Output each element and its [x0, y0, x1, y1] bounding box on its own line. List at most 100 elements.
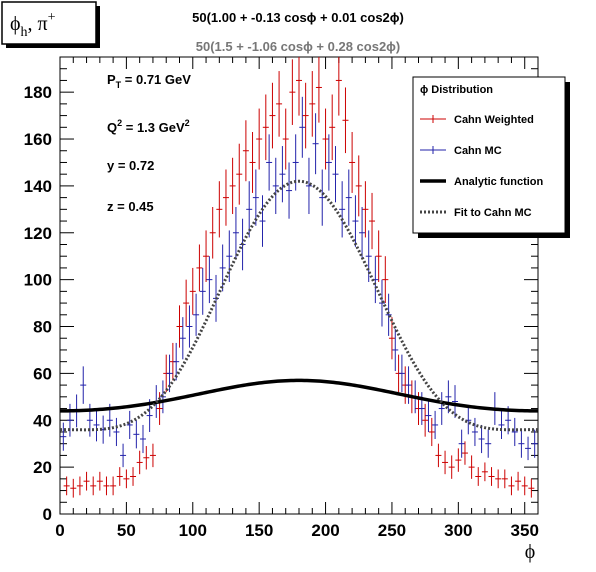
annotation-pt: PT = 0.71 GeV — [107, 72, 191, 90]
point-cahn-weighted — [269, 82, 276, 149]
point-cahn-weighted — [375, 230, 382, 282]
point-cahn-weighted — [501, 469, 508, 489]
point-cahn-mc — [425, 399, 432, 432]
point-cahn-mc — [478, 424, 485, 454]
point-cahn-mc — [173, 342, 180, 381]
point-cahn-weighted — [149, 443, 156, 468]
point-cahn-weighted — [203, 230, 210, 282]
x-tick-label: 100 — [179, 521, 207, 540]
point-cahn-mc — [305, 157, 312, 215]
point-cahn-mc — [133, 420, 140, 449]
point-cahn-mc — [398, 354, 405, 393]
point-cahn-mc — [186, 305, 193, 348]
point-cahn-weighted — [130, 467, 137, 486]
point-cahn-weighted — [110, 476, 117, 496]
point-cahn-mc — [312, 113, 319, 175]
point-cahn-mc — [471, 417, 478, 447]
point-cahn-mc — [193, 293, 200, 336]
point-cahn-mc — [299, 96, 306, 158]
point-cahn-mc — [286, 162, 293, 219]
point-cahn-weighted — [103, 476, 110, 496]
point-cahn-mc — [206, 256, 213, 304]
point-cahn-mc — [325, 134, 332, 191]
point-cahn-weighted — [76, 476, 83, 496]
legend-label-cahn-mc: Cahn MC — [454, 145, 502, 157]
point-cahn-weighted — [236, 143, 243, 205]
point-cahn-mc — [113, 417, 120, 447]
x-tick-label: 350 — [511, 521, 539, 540]
point-cahn-weighted — [209, 206, 216, 259]
point-cahn-mc — [511, 417, 518, 447]
point-cahn-mc — [232, 206, 239, 259]
x-tick-label: 0 — [55, 521, 64, 540]
point-cahn-weighted — [183, 279, 190, 327]
point-cahn-weighted — [256, 108, 263, 170]
point-cahn-mc — [392, 328, 399, 372]
point-cahn-mc — [458, 429, 465, 458]
point-cahn-mc — [93, 408, 100, 442]
legend: ϕ Distribution Cahn Weighted Cahn MC Ana… — [412, 76, 570, 238]
point-cahn-mc — [385, 293, 392, 336]
point-cahn-mc — [345, 169, 352, 226]
point-cahn-weighted — [369, 192, 376, 250]
point-cahn-weighted — [382, 256, 389, 304]
legend-label-fit: Fit to Cahn MC — [454, 207, 532, 219]
curves — [59, 179, 539, 432]
point-cahn-weighted — [315, 57, 322, 123]
point-cahn-mc — [246, 181, 253, 238]
x-tick-label: 250 — [378, 521, 406, 540]
curve-analytic-function — [60, 378, 538, 413]
point-cahn-weighted — [262, 94, 269, 161]
point-cahn-weighted — [63, 476, 70, 496]
point-cahn-weighted — [282, 108, 289, 170]
point-cahn-mc — [518, 429, 525, 458]
point-cahn-weighted — [435, 443, 442, 468]
point-cahn-weighted — [222, 169, 229, 226]
legend-box — [412, 76, 566, 234]
point-cahn-weighted — [455, 448, 462, 472]
point-cahn-weighted — [276, 71, 283, 137]
point-cahn-mc — [339, 181, 346, 238]
point-cahn-weighted — [83, 471, 90, 491]
point-cahn-weighted — [428, 417, 435, 447]
point-cahn-weighted — [468, 455, 475, 479]
point-cahn-weighted — [90, 476, 97, 496]
point-cahn-mc — [259, 195, 266, 247]
point-cahn-weighted — [322, 108, 329, 170]
point-cahn-mc — [352, 195, 359, 247]
point-cahn-weighted — [176, 305, 183, 348]
point-cahn-mc — [332, 146, 339, 203]
series-marks — [60, 57, 538, 498]
point-cahn-mc — [279, 146, 286, 203]
point-cahn-weighted — [116, 467, 123, 486]
point-cahn-mc — [432, 410, 439, 440]
point-cahn-weighted — [96, 471, 103, 491]
legend-label-cahn-weighted: Cahn Weighted — [454, 114, 534, 126]
point-cahn-weighted — [495, 469, 502, 489]
y-tick-label: 160 — [24, 130, 52, 149]
point-cahn-weighted — [349, 131, 356, 193]
point-cahn-mc — [80, 366, 87, 404]
x-tick-label: 200 — [311, 521, 339, 540]
point-cahn-mc — [405, 366, 412, 404]
point-cahn-mc — [60, 422, 67, 451]
x-tick-label: 300 — [444, 521, 472, 540]
point-cahn-mc — [319, 169, 326, 226]
point-cahn-weighted — [448, 455, 455, 479]
point-cahn-mc — [485, 429, 492, 458]
point-cahn-weighted — [422, 403, 429, 437]
point-cahn-weighted — [136, 450, 143, 475]
point-cahn-mc — [445, 380, 452, 414]
curve-fit-to-cahn-mc — [59, 179, 539, 432]
y-tick-label: 40 — [33, 411, 52, 430]
point-cahn-mc — [66, 403, 73, 437]
point-cahn-weighted — [475, 467, 482, 486]
point-cahn-weighted — [296, 57, 302, 116]
point-cahn-weighted — [249, 131, 256, 193]
point-cahn-weighted — [196, 244, 203, 292]
legend-header: ϕ Distribution — [420, 84, 493, 96]
tick-labels: 0 50 100 150 200 250 300 350 0 20 40 60 80 100 120 140 1… — [24, 83, 539, 540]
series-cahn-weighted — [63, 57, 535, 498]
point-cahn-weighted — [302, 82, 309, 149]
point-cahn-mc — [272, 157, 279, 215]
